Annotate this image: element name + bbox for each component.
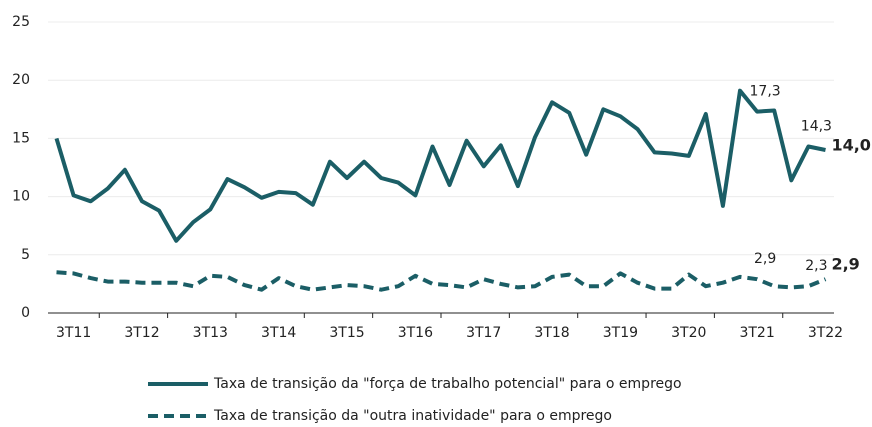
legend-label: Taxa de transição da "força de trabalho …	[213, 376, 682, 392]
data-label: 2,3	[805, 258, 827, 274]
x-tick-label: 3T13	[193, 325, 228, 341]
x-tick-label: 3T11	[56, 325, 91, 341]
x-tick-label: 3T12	[124, 325, 159, 341]
data-label: 2,9	[754, 251, 776, 267]
x-tick-label: 3T17	[466, 325, 501, 341]
y-tick-label: 5	[21, 247, 30, 263]
y-tick-label: 20	[12, 72, 30, 88]
x-tick-label: 3T14	[261, 325, 296, 341]
series-line	[54, 88, 826, 243]
y-tick-label: 0	[21, 305, 30, 321]
data-label: 17,3	[750, 84, 781, 100]
x-tick-label: 3T22	[808, 325, 843, 341]
data-label: 14,3	[801, 119, 832, 135]
data-label: 14,0	[831, 136, 870, 155]
x-tick-label: 3T16	[398, 325, 433, 341]
x-tick-label: 3T15	[329, 325, 364, 341]
series-line	[56, 270, 827, 292]
data-label: 2,9	[831, 255, 859, 274]
legend-label: Taxa de transição da "outra inatividade"…	[213, 408, 612, 424]
y-tick-label: 25	[12, 14, 30, 30]
x-tick-label: 3T21	[739, 325, 774, 341]
x-tick-label: 3T18	[534, 325, 569, 341]
y-tick-label: 10	[12, 189, 30, 205]
x-tick-label: 3T19	[603, 325, 638, 341]
y-tick-label: 15	[12, 130, 30, 146]
x-tick-label: 3T20	[671, 325, 706, 341]
